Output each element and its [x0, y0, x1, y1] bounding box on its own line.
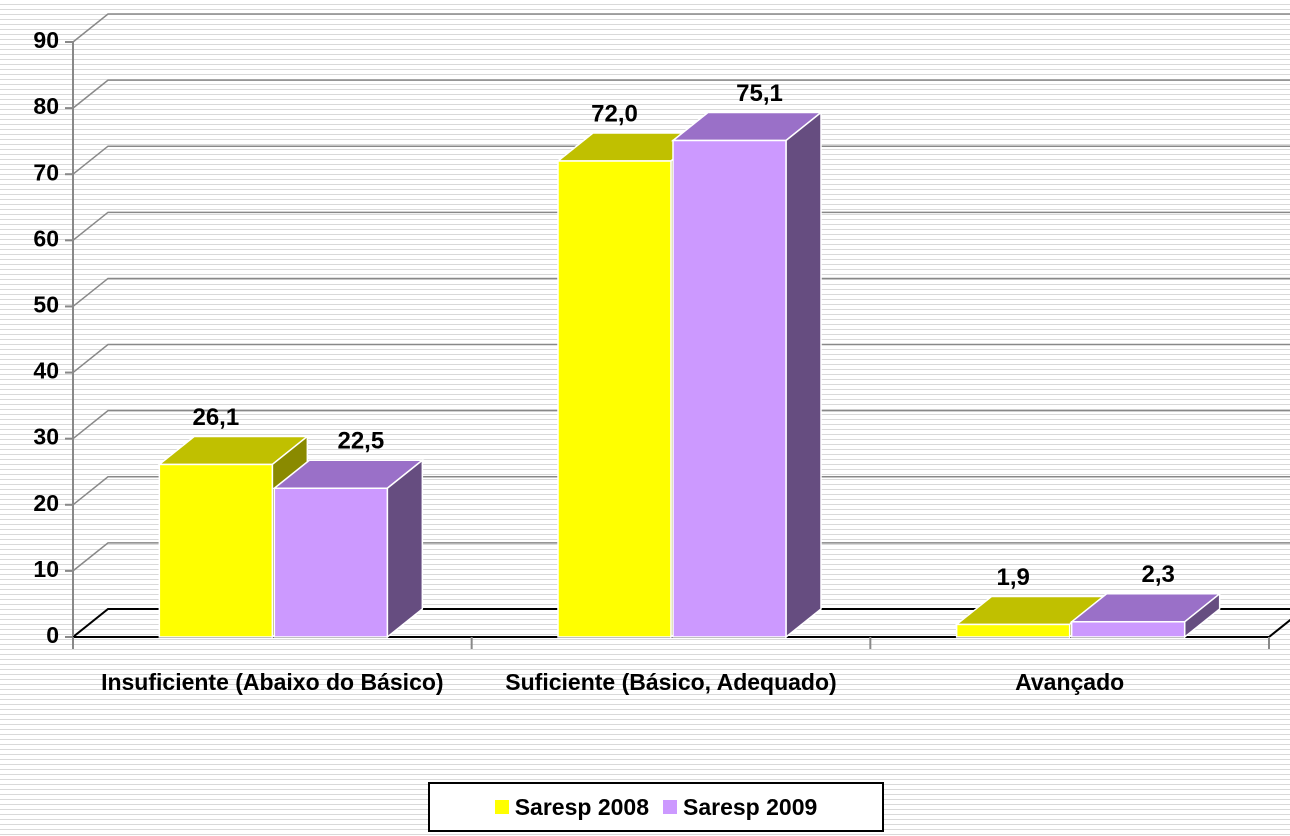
bar-side — [785, 110, 822, 639]
legend-item: Saresp 2008 — [494, 793, 649, 821]
grid-line — [72, 13, 1290, 43]
y-tick-label: 20 — [33, 490, 59, 516]
data-label: 2,3 — [1141, 561, 1174, 588]
y-tick-label: 60 — [33, 225, 59, 251]
y-tick-label: 40 — [33, 358, 59, 384]
grid-line — [72, 409, 1290, 440]
bar — [273, 487, 389, 638]
y-tick-label: 30 — [33, 424, 59, 450]
floor — [72, 608, 1290, 638]
legend-swatch — [663, 800, 677, 814]
floor-right — [1268, 618, 1290, 638]
y-tick-label: 10 — [33, 556, 59, 582]
data-label: 26,1 — [192, 404, 239, 431]
y-tick-label: 80 — [33, 93, 59, 119]
grid-line — [72, 343, 1290, 374]
bar — [1070, 621, 1186, 638]
x-tick-label: Avançado — [1015, 669, 1125, 695]
data-label: 75,1 — [736, 80, 783, 107]
x-tick-label: Suficiente (Básico, Adequado) — [505, 669, 837, 695]
legend: Saresp 2008 Saresp 2009 — [428, 782, 884, 832]
bar — [672, 139, 787, 638]
grid-line — [72, 145, 1290, 175]
bar — [557, 160, 672, 638]
bar — [158, 463, 274, 638]
legend-label: Saresp 2009 — [683, 793, 818, 820]
legend-item: Saresp 2009 — [663, 794, 817, 821]
grid-line — [72, 79, 1290, 109]
grid-line — [72, 542, 1290, 572]
data-label: 72,0 — [591, 100, 638, 127]
grid-line — [72, 476, 1290, 506]
grid-line — [72, 211, 1290, 241]
bar — [955, 623, 1071, 638]
y-tick-label: 90 — [33, 27, 59, 53]
y-tick-label: 50 — [33, 292, 59, 318]
y-tick-label: 0 — [46, 622, 59, 648]
data-label: 22,5 — [337, 428, 384, 455]
x-tick-label: Insuficiente (Abaixo do Básico) — [101, 669, 444, 695]
legend-label: Saresp 2008 — [514, 793, 649, 820]
bar-side — [386, 458, 424, 639]
grid-line — [72, 277, 1290, 308]
data-label: 1,9 — [996, 564, 1029, 591]
legend-swatch — [494, 800, 509, 814]
y-tick-label: 70 — [33, 159, 59, 185]
